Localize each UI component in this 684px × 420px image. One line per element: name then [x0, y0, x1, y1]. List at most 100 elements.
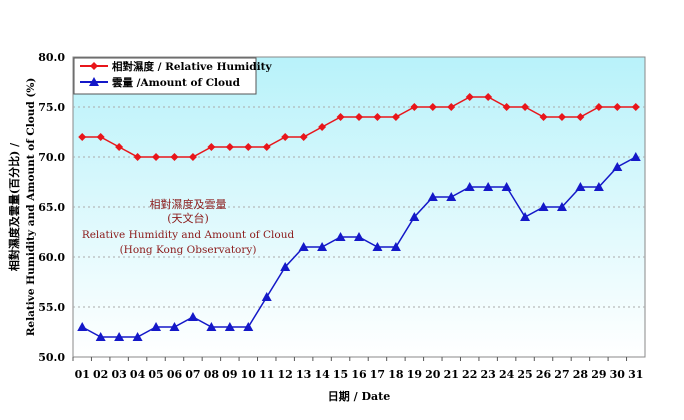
cloud-point: [261, 292, 272, 301]
x-tick-label: 02: [93, 368, 108, 381]
cloud-point: [132, 332, 143, 341]
x-tick-label: 27: [554, 368, 569, 381]
humidity-point: [133, 153, 142, 161]
x-tick-label: 10: [241, 368, 257, 381]
cloud-point: [206, 322, 217, 331]
y-axis-label-en: Relative Humidity and Amount of Cloud (%…: [25, 78, 37, 337]
cloud-point: [575, 182, 586, 191]
legend-label-cloud: 雲量 /Amount of Cloud: [112, 76, 241, 89]
chart-title-en: Relative Humidity and Amount of Cloud: [82, 229, 295, 241]
humidity-point: [502, 103, 511, 111]
x-tick-label: 21: [444, 368, 459, 381]
cloud-point: [427, 192, 438, 201]
humidity-point: [244, 143, 253, 151]
legend-diamond-marker: [90, 62, 98, 70]
x-tick-label: 07: [185, 368, 200, 381]
cloud-point: [390, 242, 401, 251]
humidity-point: [428, 103, 437, 111]
x-tick-label: 28: [573, 368, 589, 381]
x-tick-label: 09: [222, 368, 237, 381]
x-tick-label: 14: [314, 368, 330, 381]
cloud-point: [593, 182, 604, 191]
cloud-point: [114, 332, 125, 341]
x-tick-label: 30: [610, 368, 626, 381]
humidity-point: [557, 113, 566, 121]
humidity-point: [447, 103, 456, 111]
x-tick-label: 01: [75, 368, 90, 381]
y-axis-label-zh: 相對濕度及雲量(百分比) /: [7, 142, 21, 271]
x-tick-label: 23: [481, 368, 496, 381]
x-tick-label: 04: [130, 368, 146, 381]
cloud-point: [224, 322, 235, 331]
cloud-point: [335, 232, 346, 241]
cloud-point: [446, 192, 457, 201]
humidity-point: [594, 103, 603, 111]
x-tick-label: 15: [333, 368, 348, 381]
cloud-point: [77, 322, 88, 331]
x-tick-label: 20: [425, 368, 441, 381]
chart-title-en-sub: (Hong Kong Observatory): [120, 244, 257, 256]
legend-label-humidity: 相對濕度 / Relative Humidity: [112, 60, 272, 73]
cloud-point: [298, 242, 309, 251]
cloud-point: [538, 202, 549, 211]
cloud-point: [169, 322, 180, 331]
cloud-point: [95, 332, 106, 341]
humidity-point: [170, 153, 179, 161]
humidity-point: [391, 113, 400, 121]
cloud-point: [280, 262, 291, 271]
y-tick-label: 80.0: [38, 51, 65, 64]
humidity-point: [410, 103, 419, 111]
x-tick-label: 13: [296, 368, 311, 381]
cloud-point: [483, 182, 494, 191]
cloud-point: [556, 202, 567, 211]
x-tick-label: 16: [351, 368, 367, 381]
humidity-point: [115, 143, 124, 151]
x-tick-label: 12: [278, 368, 293, 381]
humidity-point: [262, 143, 271, 151]
x-tick-label: 05: [148, 368, 163, 381]
humidity-point: [318, 123, 327, 131]
cloud-point: [520, 212, 531, 221]
x-tick-label: 22: [462, 368, 477, 381]
x-tick-label: 25: [517, 368, 532, 381]
x-tick-label: 08: [204, 368, 220, 381]
humidity-point: [613, 103, 622, 111]
humidity-point: [188, 153, 197, 161]
cloud-point: [243, 322, 254, 331]
chart-title-zh-sub: (天文台): [167, 211, 209, 225]
legend-triangle-marker: [89, 77, 99, 86]
x-tick-label: 24: [499, 368, 515, 381]
chart-title-zh: 相對濕度及雲量: [150, 197, 227, 211]
humidity-point: [465, 93, 474, 101]
cloud-point: [612, 162, 623, 171]
cloud-point: [187, 312, 198, 321]
x-tick-label: 18: [388, 368, 404, 381]
x-tick-label: 29: [591, 368, 606, 381]
x-axis-label: 日期 / Date: [328, 389, 390, 403]
humidity-point: [152, 153, 161, 161]
x-tick-label: 17: [370, 368, 385, 381]
legend: 相對濕度 / Relative Humidity 雲量 /Amount of C…: [73, 57, 272, 95]
cloud-point: [317, 242, 328, 251]
humidity-point: [336, 113, 345, 121]
x-tick-label: 26: [536, 368, 552, 381]
x-tick-label: 03: [111, 368, 126, 381]
humidity-point: [207, 143, 216, 151]
humidity-point: [631, 103, 640, 111]
x-tick-label: 19: [407, 368, 422, 381]
humidity-point: [484, 93, 493, 101]
cloud-point: [372, 242, 383, 251]
y-tick-label: 65.0: [38, 201, 65, 214]
humidity-point: [281, 133, 290, 141]
y-tick-label: 70.0: [38, 151, 65, 164]
cloud-point: [630, 152, 641, 161]
y-tick-label: 60.0: [38, 251, 65, 264]
y-tick-label: 50.0: [38, 351, 65, 364]
cloud-point: [151, 322, 162, 331]
cloud-point: [354, 232, 364, 241]
humidity-point: [355, 113, 363, 121]
y-tick-label: 55.0: [38, 301, 65, 314]
humidity-point: [373, 113, 382, 121]
cloud-point: [464, 182, 475, 191]
